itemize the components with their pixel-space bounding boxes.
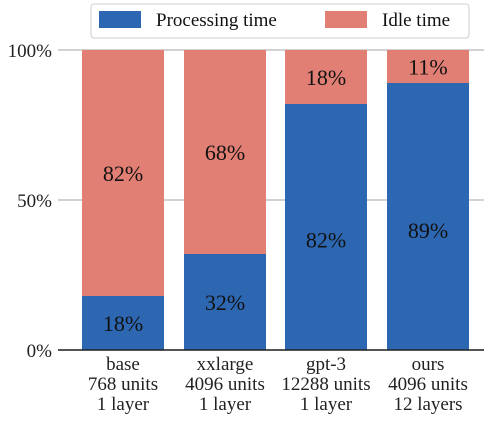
y-tick-label: 50% bbox=[17, 191, 52, 212]
y-tick-label: 100% bbox=[8, 41, 53, 62]
x-tick-label: ours bbox=[412, 354, 445, 375]
legend-swatch-processing-time bbox=[99, 11, 141, 28]
x-tick-label: base bbox=[106, 354, 140, 375]
data-label-idle-time: 82% bbox=[103, 161, 143, 186]
data-label-idle-time: 18% bbox=[306, 65, 346, 90]
data-label-processing-time: 82% bbox=[306, 227, 346, 252]
bar-idle-time bbox=[285, 50, 367, 104]
x-tick-label: 768 units bbox=[88, 374, 158, 395]
legend-label-processing-time: Processing time bbox=[156, 10, 277, 31]
x-tick-label: xxlarge bbox=[197, 354, 254, 375]
x-tick-label: gpt-3 bbox=[306, 354, 346, 375]
bar-idle-time bbox=[387, 50, 469, 83]
y-tick-label: 0% bbox=[27, 341, 53, 362]
legend-label-idle-time: Idle time bbox=[382, 10, 450, 31]
x-tick-label: 4096 units bbox=[185, 374, 265, 395]
data-label-processing-time: 89% bbox=[408, 218, 448, 243]
x-tick-label: 1 layer bbox=[199, 394, 252, 415]
bar-idle-time bbox=[184, 50, 266, 254]
bar-processing-time bbox=[82, 296, 164, 350]
legend-box bbox=[90, 3, 470, 39]
data-label-processing-time: 32% bbox=[205, 290, 245, 315]
legend-swatch-idle-time bbox=[325, 11, 367, 28]
x-tick-label: 4096 units bbox=[388, 374, 468, 395]
x-tick-label: 12 layers bbox=[393, 394, 462, 415]
bar-processing-time bbox=[387, 83, 469, 350]
data-label-idle-time: 11% bbox=[408, 55, 448, 80]
data-label-processing-time: 18% bbox=[103, 311, 143, 336]
bar-idle-time bbox=[82, 50, 164, 296]
x-tick-label: 12288 units bbox=[281, 374, 370, 395]
x-tick-label: 1 layer bbox=[97, 394, 150, 415]
x-tick-label: 1 layer bbox=[300, 394, 353, 415]
bar-processing-time bbox=[285, 104, 367, 350]
bar-processing-time bbox=[184, 254, 266, 350]
data-label-idle-time: 68% bbox=[205, 140, 245, 165]
